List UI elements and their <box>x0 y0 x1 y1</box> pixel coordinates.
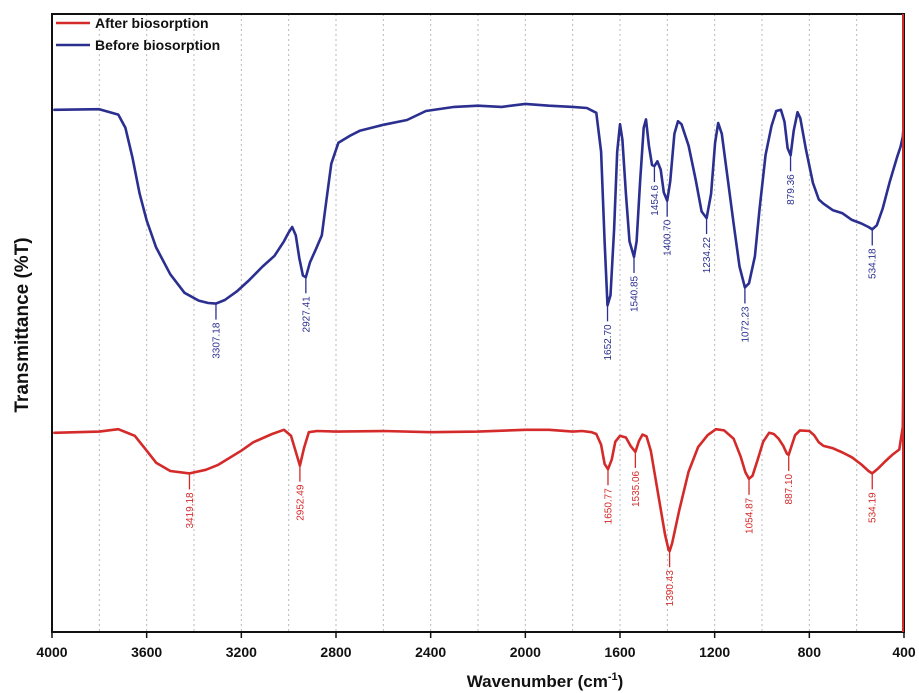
legend-label-before: Before biosorption <box>95 37 220 53</box>
grid-lines <box>98 14 858 632</box>
x-axis-title-end: ) <box>618 672 624 691</box>
x-tick-label: 2000 <box>510 644 541 660</box>
x-tick-label: 800 <box>798 644 822 660</box>
x-tick-label: 2400 <box>415 644 446 660</box>
peak-label: 1540.85 <box>630 275 641 312</box>
x-tick-label: 2800 <box>320 644 351 660</box>
x-axis-ticks: 4000 3600 3200 2800 2400 2000 1600 1200 800 400 <box>36 632 916 660</box>
peak-label: 534.18 <box>868 248 879 279</box>
series-line-before <box>53 102 905 307</box>
x-tick-label: 400 <box>892 644 916 660</box>
peak-label: 3419.18 <box>185 492 196 529</box>
peak-label: 879.36 <box>786 174 797 205</box>
x-axis-title-main: Wavenumber (cm <box>467 672 608 691</box>
series-layer <box>53 102 905 553</box>
peak-label: 3307.18 <box>212 322 223 359</box>
peak-label: 1535.06 <box>631 470 642 507</box>
legend: After biosorption Before biosorption <box>56 15 220 53</box>
peak-label: 1454.6 <box>650 185 661 216</box>
peak-label: 2952.49 <box>295 484 306 521</box>
peak-label: 2927.41 <box>301 296 312 333</box>
peak-label: 887.10 <box>784 473 795 504</box>
x-axis-title-sup: -1 <box>608 671 618 683</box>
peak-label: 1652.70 <box>603 324 614 361</box>
peak-label: 1234.22 <box>702 237 713 274</box>
x-tick-label: 3200 <box>226 644 257 660</box>
series-line-after <box>53 359 905 553</box>
peak-label: 1054.87 <box>745 497 756 534</box>
peak-label: 1390.43 <box>665 570 676 607</box>
x-tick-label: 3600 <box>131 644 162 660</box>
peak-label: 534.19 <box>868 492 879 523</box>
peak-label: 1400.70 <box>663 219 674 256</box>
x-tick-label: 1200 <box>699 644 730 660</box>
peak-label: 1650.77 <box>604 488 615 525</box>
legend-label-after: After biosorption <box>95 15 209 31</box>
peak-labels: 3419.18 2952.49 1650.77 1535.06 1390.43 1054.… <box>185 155 879 606</box>
x-tick-label: 4000 <box>36 644 67 660</box>
peak-label: 1072.23 <box>740 306 751 343</box>
x-tick-label: 1600 <box>604 644 635 660</box>
y-axis-title: Transmittance (%T) <box>12 237 33 412</box>
x-axis-title: Wavenumber (cm-1) <box>467 671 624 691</box>
